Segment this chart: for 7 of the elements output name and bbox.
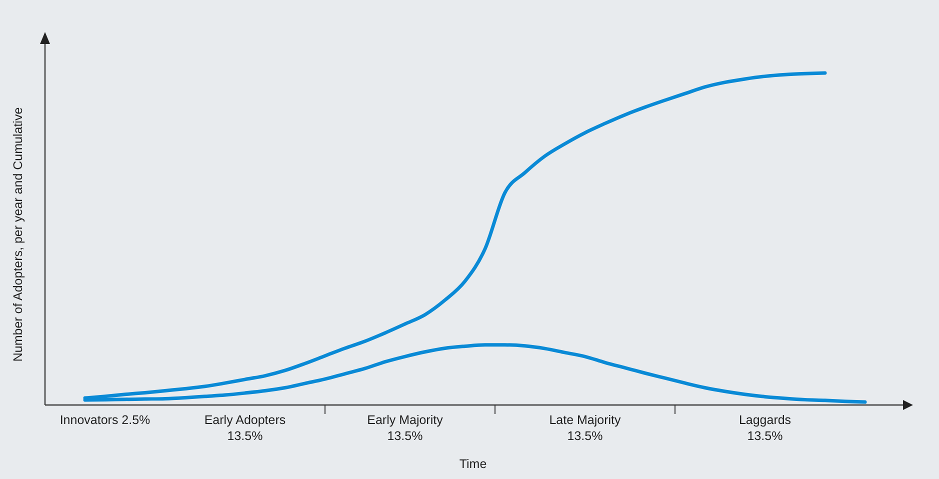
x-tick-label: Laggards 13.5%: [738, 413, 792, 443]
x-axis-title: Time: [459, 457, 487, 471]
x-tick-label: Late Majority 13.5%: [549, 413, 622, 443]
y-axis-title: Number of Adopters, per year and Cumulative: [11, 107, 25, 362]
x-tick-label: Early Adopters 13.5%: [204, 413, 286, 443]
x-tick-label: Early Majority 13.5%: [367, 413, 444, 443]
x-tick-label: Innovators 2.5%: [60, 413, 150, 427]
